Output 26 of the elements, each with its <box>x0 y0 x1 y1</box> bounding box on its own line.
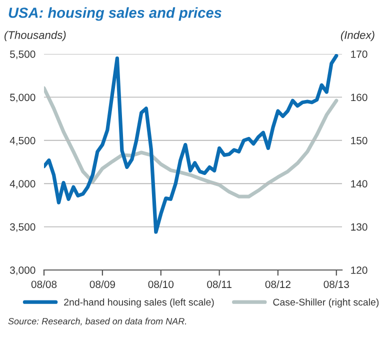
x-tick-label: 08/09 <box>90 280 115 288</box>
y-tick-label: 5,500 <box>10 50 36 60</box>
y2-axis-title: (Index) <box>340 30 374 42</box>
y2-tick-label: 140 <box>351 180 368 188</box>
chart-title: USA: housing sales and prices <box>8 7 222 21</box>
y-tick-label: 3,000 <box>10 266 36 276</box>
y-tick-label: 3,500 <box>10 223 36 232</box>
legend-label: 2nd-hand housing sales (left scale) <box>64 298 214 308</box>
source-note: Source: Research, based on data from NAR. <box>8 318 186 326</box>
y-tick-label: 5,000 <box>10 94 36 102</box>
y2-tick-label: 160 <box>351 94 368 102</box>
x-tick-label: 08/12 <box>265 280 290 288</box>
y2-tick-label: 150 <box>351 136 368 144</box>
y2-tick-label: 170 <box>351 50 368 58</box>
y2-tick-label: 120 <box>351 266 368 274</box>
x-tick-label: 08/11 <box>207 280 232 288</box>
line-series <box>44 86 338 198</box>
y-tick-label: 4,000 <box>10 180 36 189</box>
y-axis-title: (Thousands) <box>4 30 66 42</box>
x-tick-label: 08/08 <box>31 280 57 288</box>
x-tick-label: 08/13 <box>324 280 349 288</box>
legend-label: Case-Shiller (right scale) <box>273 298 379 308</box>
y2-tick-label: 130 <box>351 223 368 231</box>
line-series <box>44 54 338 234</box>
y-tick-label: 4,500 <box>10 136 36 146</box>
x-tick-label: 08/10 <box>148 280 174 288</box>
